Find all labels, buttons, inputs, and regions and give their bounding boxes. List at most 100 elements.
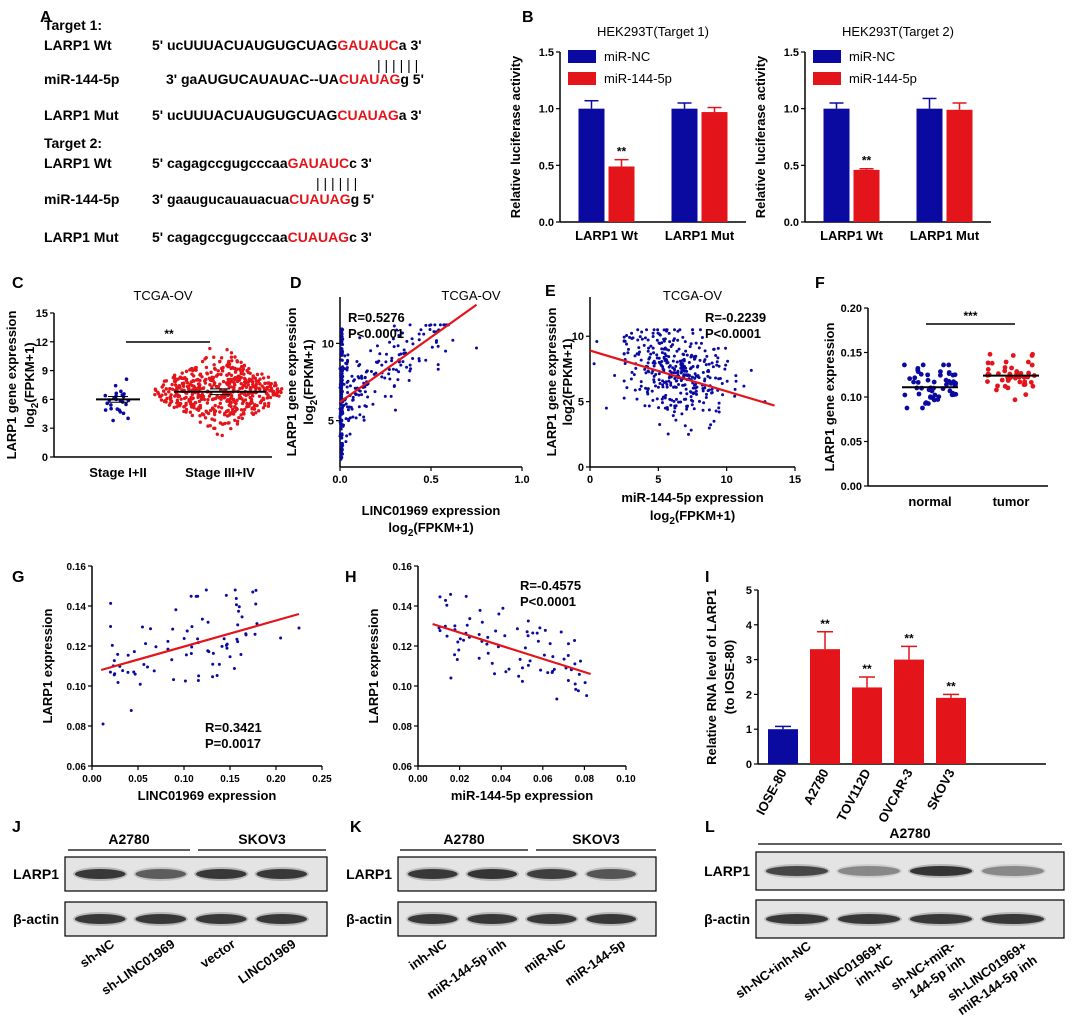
data-point bbox=[338, 358, 342, 362]
data-point bbox=[233, 418, 237, 422]
panel-letter-c: C bbox=[12, 275, 24, 292]
data-point bbox=[684, 397, 688, 401]
band-core bbox=[256, 914, 307, 924]
data-point bbox=[449, 676, 453, 680]
data-point bbox=[346, 408, 350, 412]
data-point bbox=[251, 380, 255, 384]
data-point bbox=[245, 368, 249, 373]
panel-a-sequences: Target 1: LARP1 Wt 5' ucUUUACUAUGUGCUAGG… bbox=[44, 17, 424, 245]
data-point bbox=[642, 343, 646, 347]
y-tick-label: 2 bbox=[746, 689, 752, 701]
data-point bbox=[490, 661, 494, 665]
band-halo bbox=[406, 867, 460, 881]
category-label: tumor bbox=[993, 494, 1030, 509]
data-point bbox=[678, 359, 682, 363]
data-point bbox=[218, 382, 222, 386]
data-point bbox=[646, 349, 650, 353]
band-core bbox=[766, 866, 828, 876]
data-point bbox=[363, 390, 367, 394]
p-value: P<0.0001 bbox=[705, 326, 761, 341]
data-point bbox=[685, 353, 689, 357]
data-point bbox=[682, 366, 686, 370]
data-point bbox=[690, 403, 694, 407]
data-point bbox=[103, 408, 108, 412]
data-point bbox=[396, 344, 400, 348]
band-halo bbox=[194, 912, 249, 926]
data-point bbox=[694, 382, 698, 386]
y-tick-label: 0.5 bbox=[539, 160, 554, 172]
data-point bbox=[682, 373, 686, 377]
data-point bbox=[212, 426, 216, 431]
data-point bbox=[195, 407, 199, 411]
data-point bbox=[417, 332, 421, 336]
legend-swatch bbox=[568, 50, 596, 63]
data-point bbox=[660, 360, 664, 364]
seq-suffix: g 5' bbox=[351, 191, 375, 207]
data-point bbox=[693, 376, 697, 380]
data-point bbox=[1022, 379, 1028, 385]
data-point bbox=[676, 338, 680, 342]
data-point bbox=[683, 369, 687, 373]
data-point bbox=[239, 364, 244, 369]
data-point bbox=[915, 379, 921, 385]
data-point bbox=[1030, 383, 1036, 389]
group-label: A2780 bbox=[889, 825, 930, 841]
data-point bbox=[585, 694, 589, 698]
data-point bbox=[345, 366, 349, 370]
data-point bbox=[710, 387, 714, 391]
data-point bbox=[116, 680, 120, 684]
group-label: A2780 bbox=[443, 831, 484, 847]
data-point bbox=[348, 384, 352, 388]
data-point bbox=[205, 401, 210, 405]
data-point bbox=[237, 415, 241, 420]
data-point bbox=[258, 387, 262, 391]
data-point bbox=[714, 376, 718, 380]
legend-label: miR-NC bbox=[849, 49, 895, 64]
data-point bbox=[198, 387, 203, 391]
data-point bbox=[279, 636, 283, 640]
band-core bbox=[196, 914, 247, 924]
data-point bbox=[237, 609, 241, 613]
data-point bbox=[261, 406, 266, 410]
data-point bbox=[187, 399, 191, 403]
data-point bbox=[688, 345, 692, 349]
y-tick-label: 5 bbox=[328, 416, 334, 428]
data-point bbox=[665, 383, 669, 387]
band-core bbox=[196, 869, 247, 879]
data-point bbox=[651, 331, 655, 335]
data-point bbox=[438, 595, 442, 599]
data-point bbox=[684, 387, 688, 391]
data-point bbox=[640, 337, 644, 341]
data-point bbox=[703, 358, 707, 362]
data-point bbox=[217, 662, 221, 666]
data-point bbox=[215, 674, 219, 678]
data-point bbox=[241, 367, 246, 371]
data-point bbox=[652, 364, 656, 368]
data-point bbox=[604, 406, 608, 410]
band-halo bbox=[254, 912, 309, 926]
category-label: LARP1 Wt bbox=[575, 228, 639, 243]
data-point bbox=[203, 357, 207, 361]
data-point bbox=[669, 403, 673, 407]
data-point bbox=[227, 385, 231, 389]
data-point bbox=[230, 359, 234, 363]
data-point bbox=[396, 378, 400, 382]
data-point bbox=[1028, 379, 1034, 385]
y-tick-label: 0 bbox=[42, 452, 48, 464]
data-point bbox=[251, 374, 255, 378]
data-point bbox=[657, 341, 661, 345]
data-point bbox=[725, 379, 729, 383]
data-point bbox=[943, 377, 949, 383]
data-point bbox=[216, 405, 221, 409]
data-point bbox=[691, 331, 695, 335]
data-point bbox=[229, 351, 234, 355]
regression-line bbox=[589, 349, 775, 407]
y-tick-label: 0.10 bbox=[393, 682, 413, 693]
data-point bbox=[188, 410, 193, 414]
significance-label: ** bbox=[862, 662, 872, 676]
data-point bbox=[733, 394, 737, 398]
band-core bbox=[75, 869, 126, 879]
data-point bbox=[950, 390, 956, 396]
data-point bbox=[711, 365, 715, 369]
